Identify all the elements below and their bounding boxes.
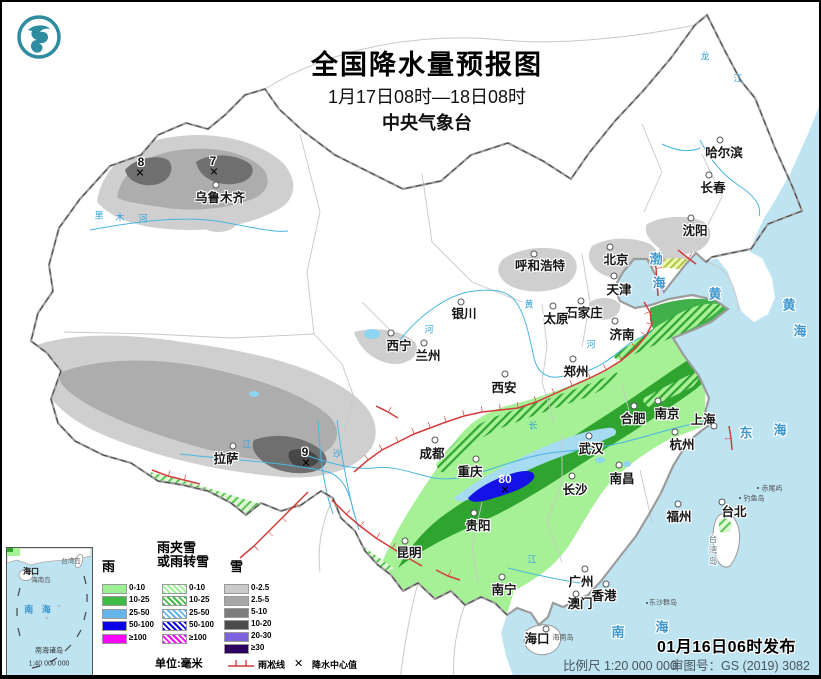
legend: 雨 雨夹雪 或雨转雪 雪 0-10 10-25 25-50 50-100 ≥100 0-… [98, 538, 388, 675]
legend-snow-swatch [224, 584, 249, 594]
agency-name: 中央气象台 [382, 112, 472, 133]
inset-label: 1:40 000 000 [28, 660, 70, 668]
cma-logo [16, 14, 62, 65]
legend-snow-swatch [224, 608, 249, 618]
legend-rain-swatch [102, 596, 127, 607]
legend-rain-range: ≥100 [129, 632, 147, 642]
legend-sleet-swatch [162, 596, 187, 607]
south-china-sea-inset: 台湾岛海口 海南岛南 海南海诸岛 1:40 000 000 [6, 547, 93, 675]
legend-rain-range: 0-10 [129, 583, 146, 592]
legend-rain-range: 50-100 [129, 620, 154, 630]
legend-sleet-range: 50-100 [189, 620, 214, 630]
legend-snow-range: 5-10 [251, 607, 268, 616]
forecast-period: 1月17日08时—18日08时 [327, 87, 527, 108]
legend-snow-range: ≥30 [251, 643, 265, 652]
inset-label: 海南岛 [31, 576, 51, 584]
legend-sleet-title-2: 或雨转雪 [157, 554, 210, 569]
inset-label: 台湾岛 [61, 557, 81, 565]
page-title: 全国降水量预报图 [311, 50, 543, 80]
legend-sleet-range: ≥100 [189, 632, 207, 642]
legend-rain-range: 10-25 [129, 595, 150, 605]
inset-label: 海口 [23, 567, 39, 576]
cma-logo-icon [17, 15, 61, 59]
legend-rain-swatch [102, 608, 127, 619]
legend-snow-swatch [224, 620, 249, 630]
glaze-line-symbol [228, 660, 254, 667]
approval-number: 审图号：GS (2019) 3082号 [671, 659, 810, 673]
legend-sleet-swatch [162, 608, 187, 619]
legend-snow-swatch [224, 596, 249, 606]
glaze-lines [151, 249, 733, 581]
legend-rain-swatch [102, 621, 127, 632]
legend-snow-range: 20-30 [251, 631, 272, 640]
precip-center-label: 降水中心值 [312, 660, 358, 670]
legend-sleet-swatch [162, 621, 187, 632]
legend-snow-range: 0-2.5 [251, 583, 270, 592]
legend-sleet-swatch [162, 633, 187, 644]
publish-time: 01月16日06时发布 [657, 639, 796, 656]
legend-snow-swatch [224, 632, 249, 642]
map-scale: 比例尺 1:20 000 000 [563, 659, 677, 673]
legend-rain-swatch [102, 584, 127, 594]
title-block: 全国降水量预报图 1月17日08时—18日08时 中央气象台 [227, 50, 627, 134]
inset-label: 南 海 [24, 604, 54, 615]
islands [523, 512, 741, 656]
legend-sleet-range: 10-25 [189, 595, 210, 605]
legend-snow-range: 2.5-5 [251, 595, 270, 604]
legend-snow-title: 雪 [230, 559, 244, 574]
legend-rain-swatch [102, 633, 127, 644]
legend-rain-title: 雨 [102, 559, 116, 574]
legend-sleet-range: 0-10 [189, 583, 206, 592]
foreign-borders [264, 24, 739, 675]
legend-sleet-range: 25-50 [189, 607, 210, 617]
legend-rain-range: 25-50 [129, 607, 150, 617]
legend-unit: 单位:毫米 [155, 658, 203, 670]
legend-snow-range: 10-20 [251, 619, 272, 628]
legend-sleet-swatch [162, 584, 187, 594]
legend-snow-swatch [224, 644, 249, 654]
glaze-line-label: 雨凇线 [258, 660, 286, 670]
precip-center-symbol: ✕ [294, 658, 304, 670]
inset-label: 南海诸岛 [35, 647, 63, 655]
legend-sleet-title-1: 雨夹雪 [157, 540, 197, 555]
inset-map [7, 548, 91, 669]
